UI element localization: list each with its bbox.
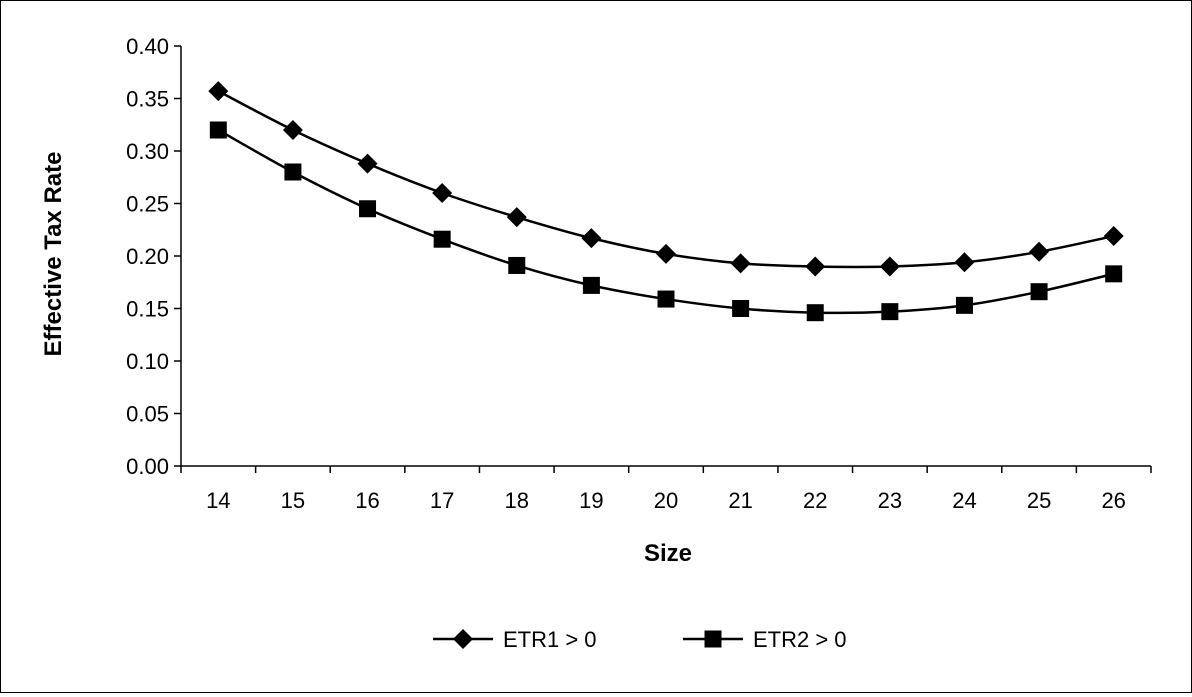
square-marker [209, 121, 227, 139]
square-marker [433, 230, 451, 248]
y-axis-title: Effective Tax Rate [40, 152, 67, 357]
square-marker [1030, 283, 1048, 301]
diamond-marker [730, 253, 751, 274]
diamond-marker [1029, 241, 1050, 262]
diamond-marker [954, 252, 975, 273]
series-line [217, 90, 1114, 269]
square-marker [284, 163, 302, 181]
diamond-marker [208, 81, 229, 102]
y-tick-label: 0.40 [126, 34, 169, 59]
y-tick-label: 0.20 [126, 244, 169, 269]
square-marker [657, 290, 675, 308]
y-tick-label: 0.30 [126, 139, 169, 164]
diamond-marker [506, 207, 527, 228]
square-marker [508, 256, 526, 274]
y-tick-label: 0.05 [126, 402, 169, 427]
y-tick-label: 0.10 [126, 349, 169, 374]
square-marker [359, 200, 377, 218]
square-marker [881, 303, 899, 321]
x-tick-label: 25 [1027, 488, 1051, 513]
x-tick-label: 17 [430, 488, 454, 513]
legend-item-1: ETR1 > 0 [433, 627, 597, 652]
diamond-marker [282, 120, 303, 140]
x-tick-label: 22 [803, 488, 827, 513]
x-axis-title: Size [644, 540, 692, 567]
series-1 [208, 81, 1124, 277]
diamond-marker [879, 256, 900, 277]
axes [174, 45, 1152, 473]
y-tick-label: 0.00 [126, 454, 169, 479]
diamond-marker [432, 183, 453, 203]
x-tick-label: 26 [1101, 488, 1125, 513]
diamond-marker [357, 153, 378, 174]
diamond-marker [805, 256, 826, 277]
x-tick-label: 24 [952, 488, 976, 513]
legend: ETR1 > 0 ETR2 > 0 [433, 627, 847, 652]
x-tick-label: 16 [355, 488, 379, 513]
square-marker [806, 304, 824, 322]
y-tick-label: 0.35 [126, 87, 169, 112]
x-tick-label: 23 [878, 488, 902, 513]
series-layer [208, 81, 1124, 322]
legend-item-2: ETR2 > 0 [683, 627, 847, 652]
x-tick-labels: 14 15 16 17 18 19 20 21 22 23 24 25 26 [206, 488, 1126, 513]
legend-label: ETR2 > 0 [753, 627, 847, 652]
y-tick-label: 0.15 [126, 297, 169, 322]
square-marker [582, 276, 600, 294]
square-marker [955, 296, 973, 314]
diamond-marker [1103, 226, 1124, 247]
diamond-marker [581, 228, 602, 249]
x-tick-label: 15 [281, 488, 305, 513]
legend-label: ETR1 > 0 [503, 627, 597, 652]
y-tick-labels: 0.00 0.05 0.10 0.15 0.20 0.25 0.30 0.35 0.40 [126, 34, 169, 479]
x-tick-label: 21 [728, 488, 752, 513]
x-tick-label: 14 [206, 488, 230, 513]
diamond-marker [453, 629, 473, 649]
square-marker [704, 630, 722, 648]
diamond-marker [656, 243, 676, 264]
square-marker [1105, 265, 1123, 283]
x-tick-label: 18 [505, 488, 529, 513]
y-tick-label: 0.25 [126, 192, 169, 217]
x-tick-label: 19 [579, 488, 603, 513]
x-tick-label: 20 [654, 488, 678, 513]
series-2 [209, 121, 1123, 322]
square-marker [732, 300, 750, 317]
